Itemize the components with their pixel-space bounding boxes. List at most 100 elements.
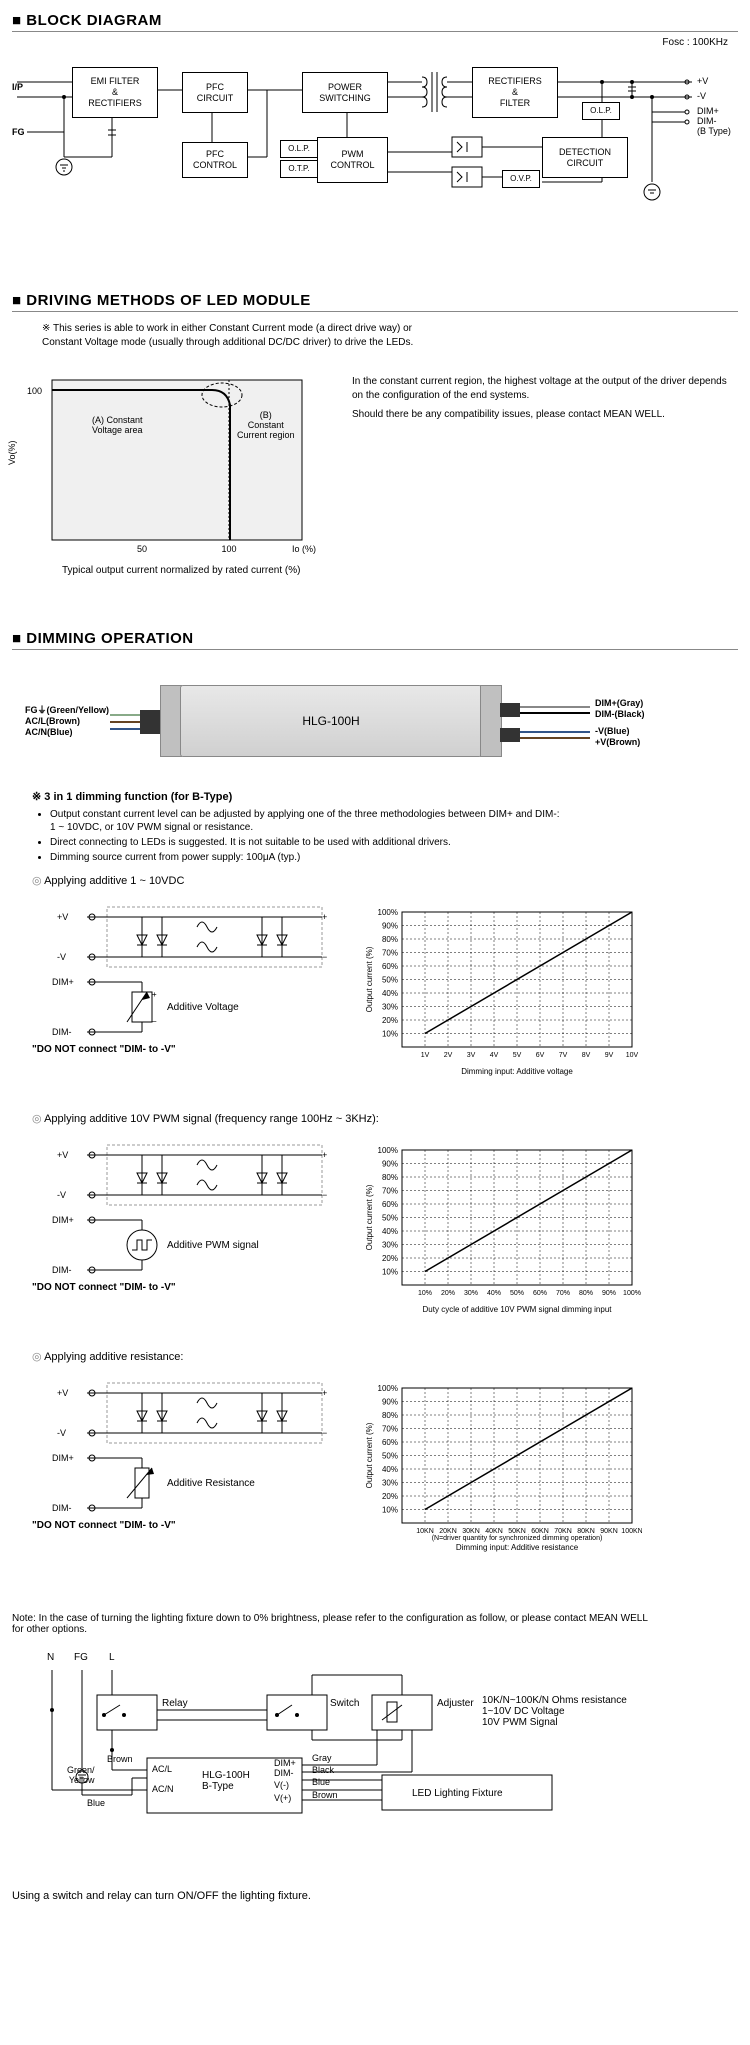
dimming-bullets: Output constant current level can be adj… xyxy=(32,808,738,864)
warning3: "DO NOT connect "DIM- to -V" xyxy=(32,1520,176,1531)
svg-text:3V: 3V xyxy=(467,1052,476,1059)
chart-voltage: 10%20%30%40%50%60%70%80%90%100%1V2V3V4V5… xyxy=(362,902,652,1082)
block-diagram-area: Fosc : 100KHz xyxy=(12,42,738,252)
svg-text:60%: 60% xyxy=(382,1438,398,1447)
svg-text:100: 100 xyxy=(221,544,236,554)
svg-text:9V: 9V xyxy=(605,1052,614,1059)
svg-text:20%: 20% xyxy=(382,1492,398,1501)
svg-text:30%: 30% xyxy=(464,1290,478,1297)
method1-title: Applying additive 1 ~ 10VDC xyxy=(32,874,738,887)
svg-text:90%: 90% xyxy=(602,1290,616,1297)
driving-chart: 100 50 100 Io (%) Vo(%) (A) Constant Vol… xyxy=(12,370,322,590)
svg-text:50%: 50% xyxy=(510,1290,524,1297)
svg-text:70%: 70% xyxy=(382,1425,398,1434)
final-note: Note: In the case of turning the lightin… xyxy=(12,1613,738,1635)
svg-text:80%: 80% xyxy=(382,935,398,944)
additive-voltage-label: Additive Voltage xyxy=(167,1002,239,1013)
svg-text:100%: 100% xyxy=(378,1146,398,1155)
final-bottom-text: Using a switch and relay can turn ON/OFF… xyxy=(12,1890,738,1902)
section-header-dimming: DIMMING OPERATION xyxy=(12,630,738,650)
block-detection: DETECTION CIRCUIT xyxy=(542,137,628,178)
svg-text:Output current (%): Output current (%) xyxy=(365,1422,374,1488)
svg-text:Dimming input: Additive resist: Dimming input: Additive resistance xyxy=(456,1543,579,1552)
svg-text:+: + xyxy=(322,1388,327,1398)
block-ovp: O.V.P. xyxy=(502,170,540,188)
svg-text:30%: 30% xyxy=(382,1479,398,1488)
svg-text:(N=driver quantity for synchro: (N=driver quantity for synchronized dimm… xyxy=(432,1535,603,1542)
svg-text:20%: 20% xyxy=(382,1254,398,1263)
hlg-model-label: HLG-100H B-Type xyxy=(202,1770,250,1792)
device-model: HLG-100H xyxy=(302,714,359,728)
label-dim-plus: DIM+ xyxy=(697,106,719,116)
additive-pwm-label: Additive PWM signal xyxy=(167,1240,259,1251)
svg-text:40KN: 40KN xyxy=(485,1528,503,1535)
svg-text:10%: 10% xyxy=(382,1268,398,1277)
svg-text:Duty cycle of additive 10V PWM: Duty cycle of additive 10V PWM signal di… xyxy=(423,1305,613,1314)
label-dim-minus: DIM- xyxy=(697,116,717,126)
svg-text:10%: 10% xyxy=(418,1290,432,1297)
svg-text:10V: 10V xyxy=(626,1052,639,1059)
dimming-title: ※ 3 in 1 dimming function (for B-Type) xyxy=(32,790,738,803)
block-pfc-control: PFC CONTROL xyxy=(182,142,248,178)
svg-text:−: − xyxy=(322,952,327,962)
block-power: POWER SWITCHING xyxy=(302,72,388,113)
svg-text:50%: 50% xyxy=(382,1214,398,1223)
svg-text:6V: 6V xyxy=(536,1052,545,1059)
svg-text:20KN: 20KN xyxy=(439,1528,457,1535)
svg-text:100%: 100% xyxy=(378,1384,398,1393)
driving-note1: In the constant current region, the high… xyxy=(352,375,738,403)
svg-text:100%: 100% xyxy=(623,1290,641,1297)
fixture-label: LED Lighting Fixture xyxy=(412,1788,503,1799)
block-rectifier: RECTIFIERS & FILTER xyxy=(472,67,558,118)
svg-text:−: − xyxy=(322,1190,327,1200)
block-otp: O.T.P. xyxy=(280,160,318,178)
chart-pwm: 10%20%30%40%50%60%70%80%90%100%10%20%30%… xyxy=(362,1140,652,1320)
svg-text:7V: 7V xyxy=(559,1052,568,1059)
block-olp2: O.L.P. xyxy=(582,102,620,120)
svg-text:70KN: 70KN xyxy=(554,1528,572,1535)
svg-text:90%: 90% xyxy=(382,1398,398,1407)
svg-text:50%: 50% xyxy=(382,976,398,985)
svg-text:70%: 70% xyxy=(382,949,398,958)
adjuster-spec: 10K/N~100K/N Ohms resistance 1~10V DC Vo… xyxy=(482,1695,627,1728)
svg-text:10%: 10% xyxy=(382,1506,398,1515)
svg-text:Dimming input: Additive voltag: Dimming input: Additive voltage xyxy=(461,1067,573,1076)
svg-text:8V: 8V xyxy=(582,1052,591,1059)
block-olp: O.L.P. xyxy=(280,140,318,158)
svg-text:70%: 70% xyxy=(382,1187,398,1196)
label-cv-area: (A) Constant Voltage area xyxy=(92,415,143,435)
svg-text:80%: 80% xyxy=(382,1411,398,1420)
block-emi: EMI FILTER & RECTIFIERS xyxy=(72,67,158,118)
svg-text:100: 100 xyxy=(27,386,42,396)
label-btype: (B Type) xyxy=(697,126,731,136)
svg-text:1V: 1V xyxy=(421,1052,430,1059)
svg-text:−: − xyxy=(322,1428,327,1438)
section-header-driving: DRIVING METHODS OF LED MODULE xyxy=(12,292,738,312)
svg-text:50KN: 50KN xyxy=(508,1528,526,1535)
svg-text:+: + xyxy=(152,990,157,999)
circuit-pwm: +− +V -V DIM+ DIM- Additive PWM signal "… xyxy=(12,1140,332,1320)
svg-text:10%: 10% xyxy=(382,1030,398,1039)
svg-text:90%: 90% xyxy=(382,1160,398,1169)
svg-text:20%: 20% xyxy=(382,1016,398,1025)
svg-text:20%: 20% xyxy=(441,1290,455,1297)
svg-text:80%: 80% xyxy=(579,1290,593,1297)
svg-text:60%: 60% xyxy=(382,962,398,971)
svg-text:60KN: 60KN xyxy=(531,1528,549,1535)
label-fg: FG xyxy=(12,127,25,137)
svg-text:60%: 60% xyxy=(533,1290,547,1297)
svg-text:80%: 80% xyxy=(382,1173,398,1182)
svg-text:80KN: 80KN xyxy=(577,1528,595,1535)
additive-res-label: Additive Resistance xyxy=(167,1478,255,1489)
driving-intro: ※ This series is able to work in either … xyxy=(42,322,738,350)
circuit-resistance: +− +V -V DIM+ DIM- Additive Resistance "… xyxy=(12,1378,332,1573)
block-pfc: PFC CIRCUIT xyxy=(182,72,248,113)
chart-resistance: 10%20%30%40%50%60%70%80%90%100%10KN20KN3… xyxy=(362,1378,652,1573)
chart-ylabel: Vo(%) xyxy=(7,440,17,465)
svg-text:70%: 70% xyxy=(556,1290,570,1297)
svg-text:90KN: 90KN xyxy=(600,1528,618,1535)
svg-text:40%: 40% xyxy=(382,1465,398,1474)
label-v-plus: +V xyxy=(697,76,708,86)
svg-text:60%: 60% xyxy=(382,1200,398,1209)
svg-text:4V: 4V xyxy=(490,1052,499,1059)
